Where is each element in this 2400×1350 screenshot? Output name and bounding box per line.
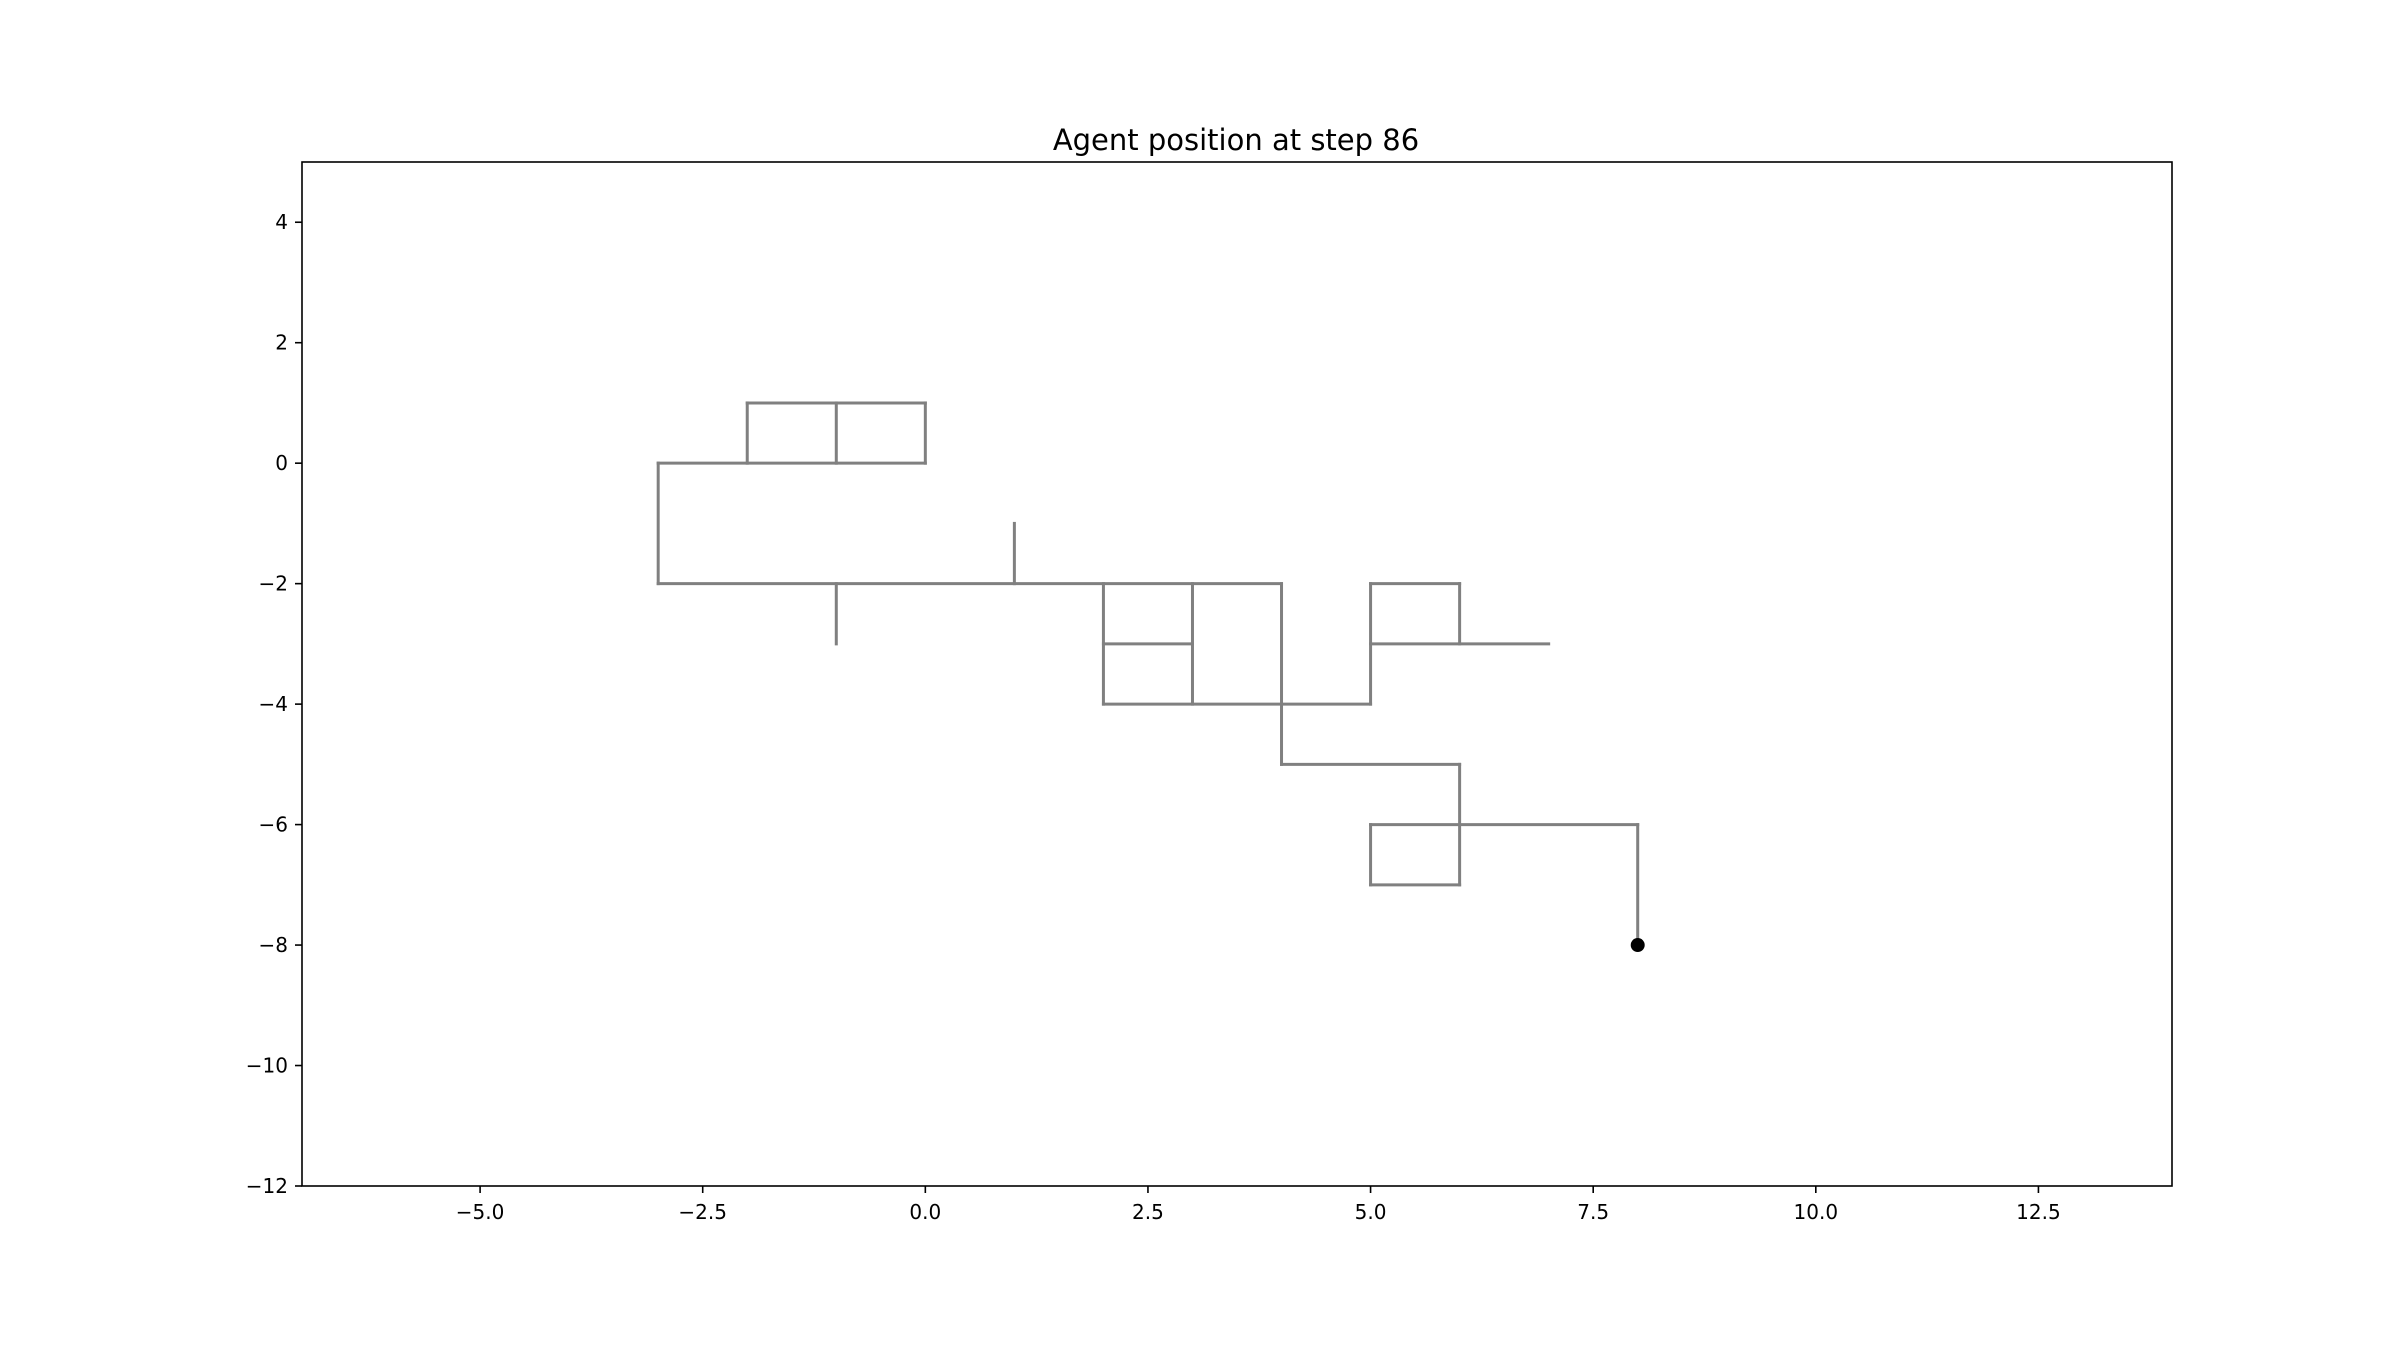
x-tick-label: −2.5 [678, 1200, 727, 1224]
x-axis-ticks: −5.0 −2.5 0.0 2.5 5.0 7.5 10.0 12.5 [456, 1186, 2061, 1224]
chart-title: Agent position at step 86 [1053, 123, 1419, 157]
path-layer [656, 401, 1640, 947]
y-tick-label: −6 [259, 813, 288, 837]
y-tick-label: −8 [259, 933, 288, 957]
y-tick-label: −12 [246, 1174, 288, 1198]
x-tick-label: −5.0 [456, 1200, 505, 1224]
x-tick-label: 7.5 [1577, 1200, 1609, 1224]
plot-frame [301, 161, 2173, 1187]
y-tick-label: −10 [246, 1054, 288, 1078]
agent-layer [1630, 938, 1645, 953]
x-tick-label: 0.0 [909, 1200, 941, 1224]
y-tick-label: −4 [259, 692, 288, 716]
y-tick-label: −2 [259, 572, 288, 596]
y-tick-label: 0 [275, 451, 288, 475]
x-tick-label: 10.0 [1794, 1200, 1839, 1224]
agent-marker [1630, 938, 1645, 953]
x-tick-label: 12.5 [2016, 1200, 2061, 1224]
y-tick-label: 2 [275, 331, 288, 355]
x-tick-label: 2.5 [1132, 1200, 1164, 1224]
y-tick-label: 4 [275, 210, 288, 234]
x-tick-label: 5.0 [1355, 1200, 1387, 1224]
y-axis-ticks: 4 2 0 −2 −4 −6 −8 −10 −12 [246, 210, 302, 1198]
